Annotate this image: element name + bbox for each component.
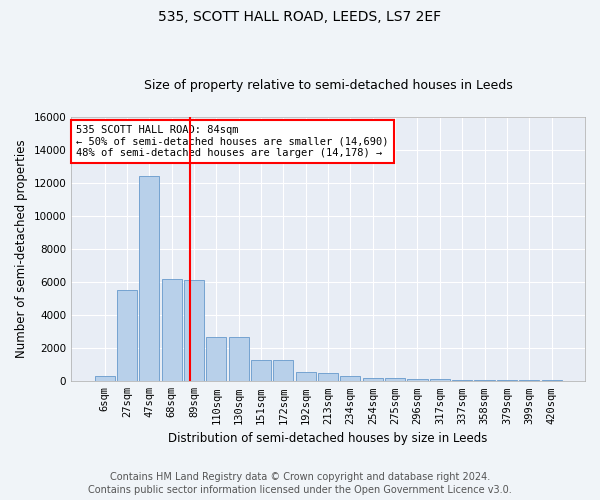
Bar [340,376,361,382]
Bar [363,378,383,382]
Bar [318,373,338,382]
Bar [296,372,316,382]
Bar [184,280,204,382]
Bar [542,380,562,382]
Y-axis label: Number of semi-detached properties: Number of semi-detached properties [15,140,28,358]
Bar [497,380,517,382]
Bar [95,376,115,382]
Bar [139,176,160,382]
Bar [519,380,539,382]
Text: Contains HM Land Registry data © Crown copyright and database right 2024.
Contai: Contains HM Land Registry data © Crown c… [88,472,512,495]
Bar [206,336,226,382]
Bar [430,380,450,382]
Bar [161,279,182,382]
Text: 535, SCOTT HALL ROAD, LEEDS, LS7 2EF: 535, SCOTT HALL ROAD, LEEDS, LS7 2EF [158,10,442,24]
Bar [117,290,137,382]
Bar [229,336,249,382]
Title: Size of property relative to semi-detached houses in Leeds: Size of property relative to semi-detach… [144,79,512,92]
Bar [385,378,405,382]
Text: 535 SCOTT HALL ROAD: 84sqm
← 50% of semi-detached houses are smaller (14,690)
48: 535 SCOTT HALL ROAD: 84sqm ← 50% of semi… [76,124,389,158]
Bar [407,379,428,382]
Bar [274,360,293,382]
X-axis label: Distribution of semi-detached houses by size in Leeds: Distribution of semi-detached houses by … [169,432,488,445]
Bar [452,380,472,382]
Bar [251,360,271,382]
Bar [475,380,494,382]
